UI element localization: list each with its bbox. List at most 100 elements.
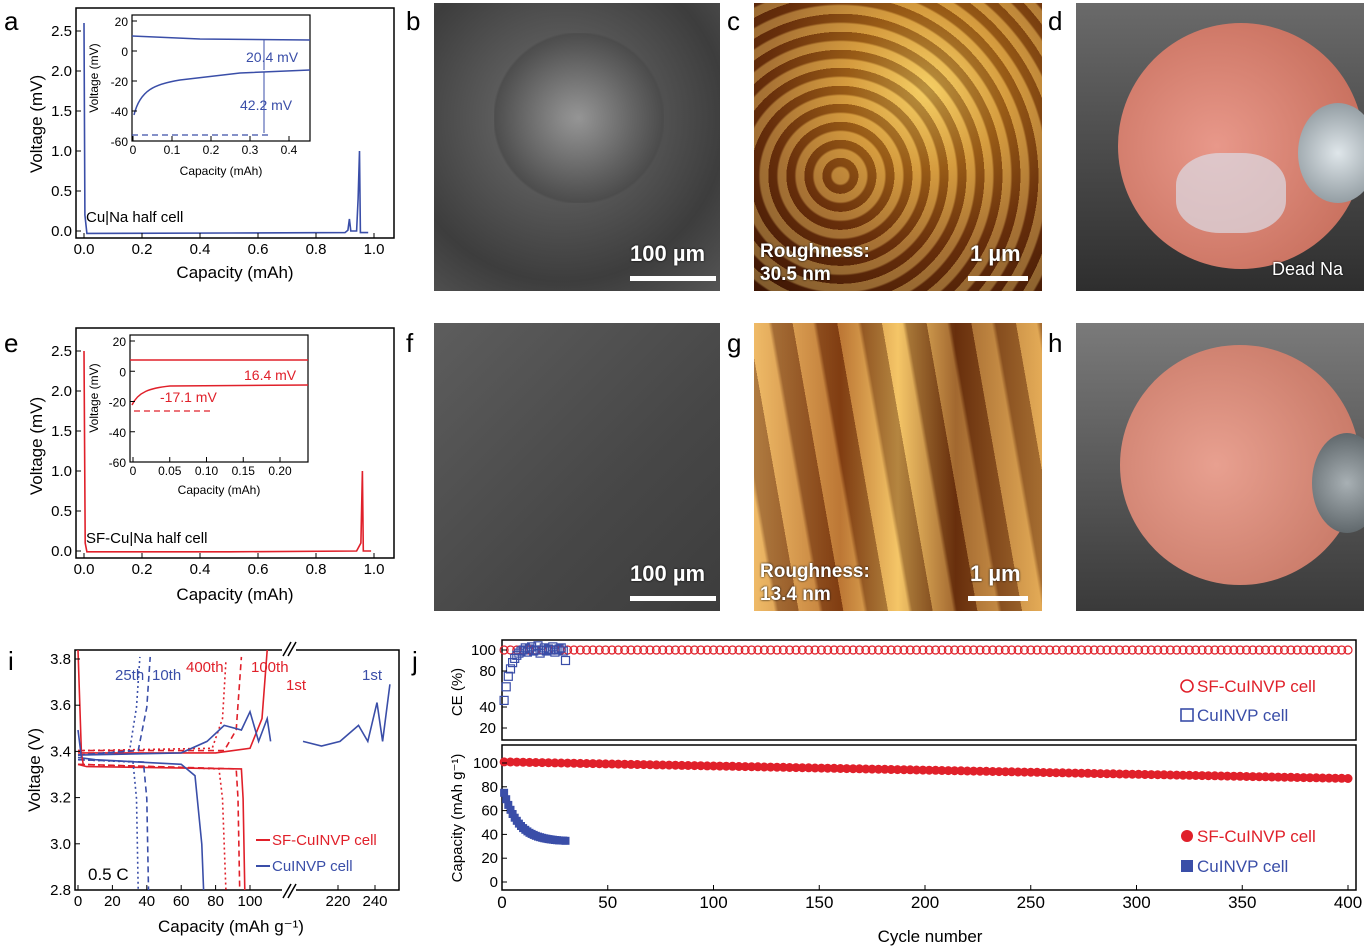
- chart-j-top-ytick-label: 20: [479, 720, 496, 737]
- charge-blue-25th: [77, 656, 141, 756]
- capacity-point-sf: [645, 760, 655, 770]
- inset-frame-e: [129, 334, 309, 463]
- chart-i-xtick-label: 40: [138, 893, 155, 910]
- cycle-label-red-1st: 1st: [286, 677, 307, 694]
- legend-marker-j-top-cu: [1180, 708, 1194, 722]
- ce-point-sf: [911, 645, 922, 655]
- ce-point-sf: [581, 645, 592, 655]
- inset-e-xtick-label: 0.10: [195, 464, 219, 478]
- ce-point-sf: [1210, 645, 1220, 655]
- capacity-point-sf: [1286, 772, 1296, 782]
- capacity-point-cu: [500, 788, 509, 797]
- capacity-point-sf: [804, 763, 814, 773]
- xlabel-e: Capacity (mAh): [176, 585, 293, 604]
- ce-point-sf: [715, 645, 725, 655]
- capacity-point-cu: [561, 836, 570, 845]
- ce-point-cu: [556, 643, 566, 653]
- capacity-point-sf: [1077, 768, 1086, 778]
- ce-point-sf: [765, 645, 776, 655]
- cycle-label-red-400th: 400th: [186, 659, 224, 676]
- capacity-point-sf: [544, 758, 553, 768]
- ce-point-sf: [651, 645, 662, 655]
- ce-point-sf: [721, 645, 731, 655]
- capacity-point-sf: [835, 764, 845, 773]
- capacity-point-sf: [766, 762, 776, 772]
- inset-a-xtick-label: 0.4: [281, 143, 298, 157]
- inset-frame-a: [131, 14, 311, 142]
- capacity-point-sf: [696, 761, 706, 771]
- ce-point-cu: [503, 671, 513, 681]
- ce-point-sf: [1095, 645, 1106, 655]
- chart-j-xtick-label: 250: [1017, 893, 1045, 912]
- capacity-point-sf: [937, 766, 947, 775]
- capacity-point-sf: [829, 763, 839, 773]
- ce-point-sf: [797, 645, 807, 655]
- ce-point-sf: [1184, 645, 1195, 655]
- panel-label-i: i: [8, 646, 14, 676]
- capacity-point-sf: [1089, 769, 1099, 778]
- ylabel-j-bottom: Capacity (mAh g⁻¹): [449, 754, 466, 883]
- scale-bar-g: [968, 596, 1028, 601]
- annotation-i: 0.5 C: [88, 865, 129, 884]
- capacity-point-sf: [1000, 767, 1010, 777]
- inset-curve-a-lower: [133, 69, 311, 116]
- ylabel-a: Voltage (mV): [27, 75, 46, 173]
- legend-label-i-cu: CuINVP cell: [272, 858, 353, 875]
- capacity-point-sf: [728, 761, 737, 771]
- capacity-point-sf: [1216, 771, 1226, 781]
- capacity-point-sf: [1032, 767, 1042, 777]
- cycle-label-blue-25th: 25th: [115, 667, 144, 684]
- ce-point-sf: [804, 645, 814, 655]
- discharge-red-400th: [77, 763, 227, 891]
- legend-marker-j-top-sf: [1180, 679, 1194, 693]
- ce-point-sf: [1051, 645, 1061, 655]
- ce-point-sf: [784, 645, 795, 655]
- legend-marker-j-bottom-sf: [1181, 830, 1193, 842]
- ce-point-sf: [1279, 645, 1290, 655]
- ce-point-sf: [1045, 645, 1055, 655]
- afm-image-g: Roughness: 13.4 nm 1 µm: [754, 323, 1042, 611]
- photo-h: [1076, 323, 1364, 611]
- capacity-point-sf: [1178, 770, 1188, 780]
- capacity-point-sf: [1172, 770, 1182, 780]
- capacity-point-sf: [582, 759, 592, 768]
- ce-point-sf: [1286, 645, 1296, 655]
- capacity-point-sf: [962, 766, 972, 776]
- inset-e-xtick-label: 0: [130, 464, 137, 478]
- ce-point-sf: [1026, 645, 1036, 655]
- capacity-point-sf: [734, 762, 744, 771]
- chart-j-bottom-ytick-label: 20: [481, 850, 498, 867]
- ylabel-j-top: CE (%): [449, 668, 466, 716]
- capacity-point-sf: [1292, 773, 1302, 782]
- chart-e: 0.0 0.2 0.4 0.6 0.8 1.0 0.0 0.5 1.0 1.5 2.0 2.5 Cap…: [27, 327, 395, 604]
- chart-i: 0 20 40 60 80 100 220 240 2.8 3.0 3.2 3.4 3.6 3.8 Cap…: [25, 640, 400, 936]
- capacity-point-sf: [823, 763, 833, 773]
- discharge-blue-1st: [77, 756, 205, 891]
- chart-j-bottom-ytick-label: 40: [481, 826, 498, 843]
- xlabel-i: Capacity (mAh g⁻¹): [158, 917, 304, 936]
- ce-point-sf: [962, 645, 972, 655]
- ce-point-sf: [600, 645, 611, 655]
- ce-point-sf: [588, 645, 598, 655]
- capacity-point-sf: [1153, 770, 1163, 780]
- ce-point-sf: [1038, 645, 1049, 655]
- capacity-point-sf: [1064, 768, 1074, 778]
- ce-point-cu: [499, 695, 509, 706]
- ce-point-sf: [1121, 645, 1131, 655]
- sem-image-b: 100 µm: [434, 3, 720, 291]
- discharge-red-100th: [77, 763, 241, 891]
- capacity-point-sf: [499, 757, 509, 767]
- ce-point-sf: [930, 645, 941, 655]
- scale-label-g: 1 µm: [970, 561, 1021, 586]
- capacity-point-sf: [620, 759, 630, 769]
- chart-j-bottom-ytick-label: 80: [481, 779, 498, 796]
- capacity-point-sf: [556, 758, 566, 768]
- chart-e-xtick-label: 0.6: [248, 561, 269, 578]
- capacity-point-sf: [874, 764, 883, 774]
- capacity-point-sf: [1330, 773, 1340, 783]
- ce-point-sf: [1127, 645, 1137, 655]
- capacity-point-sf: [715, 761, 725, 771]
- chart-i-xtick-label: 80: [207, 893, 224, 910]
- inset-xlabel-e: Capacity (mAh): [178, 483, 261, 497]
- discharge-red-1st: [77, 763, 246, 891]
